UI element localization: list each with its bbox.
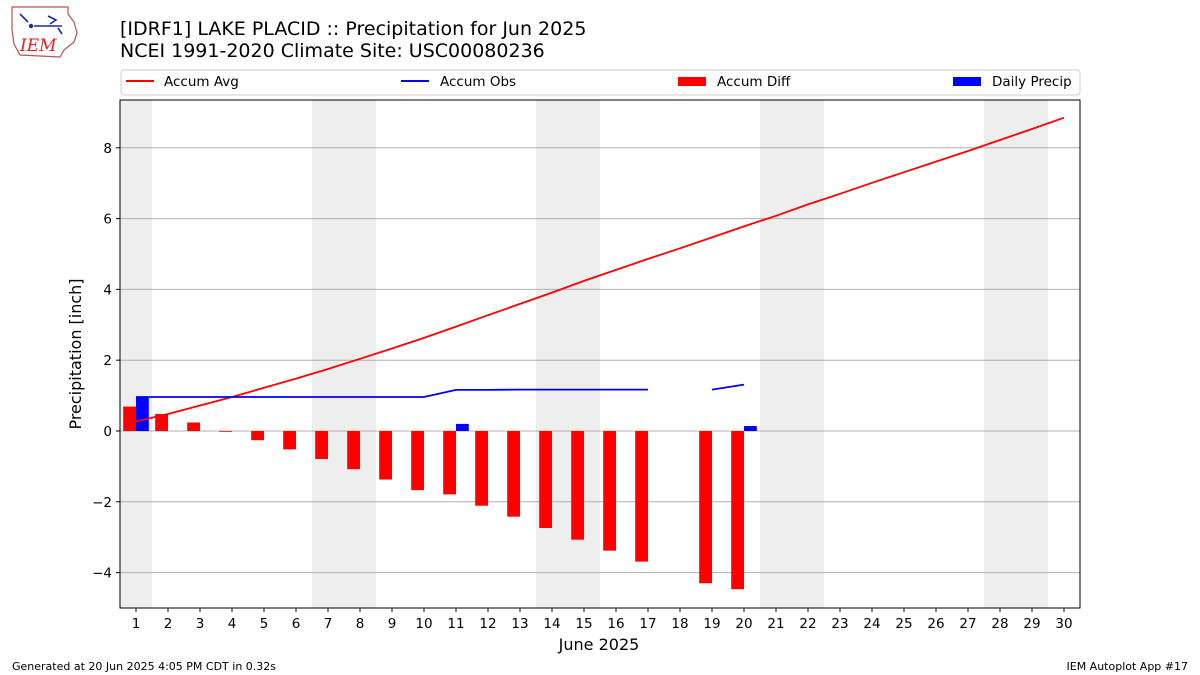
x-tick-label: 9	[388, 616, 397, 632]
legend-swatch-accum-diff	[678, 77, 706, 86]
daily-precip-bar	[744, 426, 757, 431]
x-tick-label: 23	[831, 616, 848, 632]
accum-diff-bar	[347, 430, 360, 470]
accum-obs-line	[136, 388, 648, 398]
x-tick-label: 6	[292, 616, 301, 632]
accum-diff-bar	[699, 430, 712, 584]
x-tick-label: 1	[132, 616, 141, 632]
legend-item-accum-diff: Accum Diff	[678, 74, 791, 90]
x-tick-label: 18	[671, 616, 688, 632]
accum-diff-bar	[731, 430, 744, 590]
x-tick-label: 29	[1023, 616, 1040, 632]
accum-obs-line	[711, 383, 745, 391]
bar-series	[123, 397, 757, 590]
x-axis: 1 2 3 4 5 6 7 8 9 10 11 12 13 14 15 16 17 18 19 20 21 22 23 24 2…	[132, 608, 1073, 632]
x-tick-label: 24	[863, 616, 880, 632]
logo-text: IEM	[19, 36, 57, 56]
x-tick-label: 28	[991, 616, 1008, 632]
legend-label-accum-avg: Accum Avg	[164, 74, 239, 90]
x-tick-label: 13	[511, 616, 528, 632]
x-tick-label: 5	[260, 616, 269, 632]
legend-label-accum-obs: Accum Obs	[440, 74, 516, 90]
x-tick-label: 19	[703, 616, 720, 632]
x-tick-label: 22	[799, 616, 816, 632]
accum-diff-bar	[155, 414, 168, 431]
gridlines	[120, 147, 1080, 574]
legend-swatch-daily-precip	[953, 77, 981, 86]
x-tick-label: 14	[543, 616, 560, 632]
accum-diff-bar	[539, 430, 552, 528]
accum-diff-bar	[283, 430, 296, 450]
daily-precip-bar	[136, 397, 149, 431]
accum-diff-bar	[443, 430, 456, 495]
weekend-band	[536, 100, 600, 608]
x-tick-label: 12	[479, 616, 496, 632]
footer-app: IEM Autoplot App #17	[1067, 660, 1189, 673]
accum-diff-bar	[475, 430, 488, 506]
chart-subtitle: NCEI 1991-2020 Climate Site: USC00080236	[120, 40, 545, 62]
weekend-bands	[120, 100, 1048, 608]
x-tick-label: 8	[356, 616, 365, 632]
x-tick-label: 20	[735, 616, 752, 632]
weekend-band	[984, 100, 1048, 608]
accum-diff-bar	[251, 430, 264, 441]
x-tick-label: 17	[639, 616, 656, 632]
accum-diff-bar	[411, 430, 424, 491]
plot-frame	[119, 99, 1081, 609]
accum-diff-bar	[219, 430, 232, 432]
x-axis-label: June 2025	[558, 635, 640, 654]
x-tick-label: 10	[415, 616, 432, 632]
x-tick-label: 26	[927, 616, 944, 632]
daily-precip-bar	[456, 423, 469, 431]
y-tick-label: 0	[103, 424, 112, 440]
accum-diff-bar	[571, 430, 584, 540]
accum-diff-bar	[187, 422, 200, 431]
x-tick-label: 2	[164, 616, 173, 632]
y-axis-label: Precipitation [inch]	[66, 278, 85, 429]
x-tick-label: 3	[196, 616, 205, 632]
accum-avg-line	[135, 116, 1065, 423]
legend-label-accum-diff: Accum Diff	[717, 74, 791, 90]
y-tick-label: 8	[103, 141, 112, 157]
y-tick-label: 2	[103, 353, 112, 369]
accum-diff-bar	[507, 430, 520, 517]
legend: Accum Avg Accum Obs Accum Diff Daily Pre…	[120, 69, 1081, 96]
weekend-band	[120, 100, 152, 608]
y-tick-label: 6	[103, 212, 112, 228]
legend-item-accum-obs: Accum Obs	[401, 74, 516, 90]
x-tick-label: 7	[324, 616, 333, 632]
x-tick-label: 25	[895, 616, 912, 632]
x-tick-label: 21	[767, 616, 784, 632]
y-tick-label: −2	[92, 495, 112, 511]
weekend-band	[760, 100, 824, 608]
legend-item-daily-precip: Daily Precip	[953, 74, 1072, 90]
accum-diff-bar	[603, 430, 616, 551]
legend-label-daily-precip: Daily Precip	[992, 74, 1072, 90]
x-tick-label: 15	[575, 616, 592, 632]
line-series	[135, 116, 1065, 423]
accum-diff-bar	[315, 430, 328, 459]
legend-item-accum-avg: Accum Avg	[126, 74, 239, 90]
x-tick-label: 27	[959, 616, 976, 632]
accum-diff-bar	[123, 406, 136, 431]
y-tick-label: 4	[103, 282, 112, 298]
accum-diff-bar	[379, 430, 392, 480]
x-tick-label: 11	[447, 616, 464, 632]
y-tick-label: −4	[92, 566, 112, 582]
weekend-band	[312, 100, 376, 608]
x-tick-label: 30	[1055, 616, 1072, 632]
accum-diff-bar	[635, 430, 648, 562]
x-tick-label: 4	[228, 616, 237, 632]
y-axis: −4 −2 0 2 4 6 8	[92, 141, 120, 582]
x-tick-label: 16	[607, 616, 624, 632]
iem-logo: IEM	[11, 6, 78, 58]
footer-generated: Generated at 20 Jun 2025 4:05 PM CDT in …	[12, 660, 276, 673]
chart-title: [IDRF1] LAKE PLACID :: Precipitation for…	[120, 18, 586, 40]
